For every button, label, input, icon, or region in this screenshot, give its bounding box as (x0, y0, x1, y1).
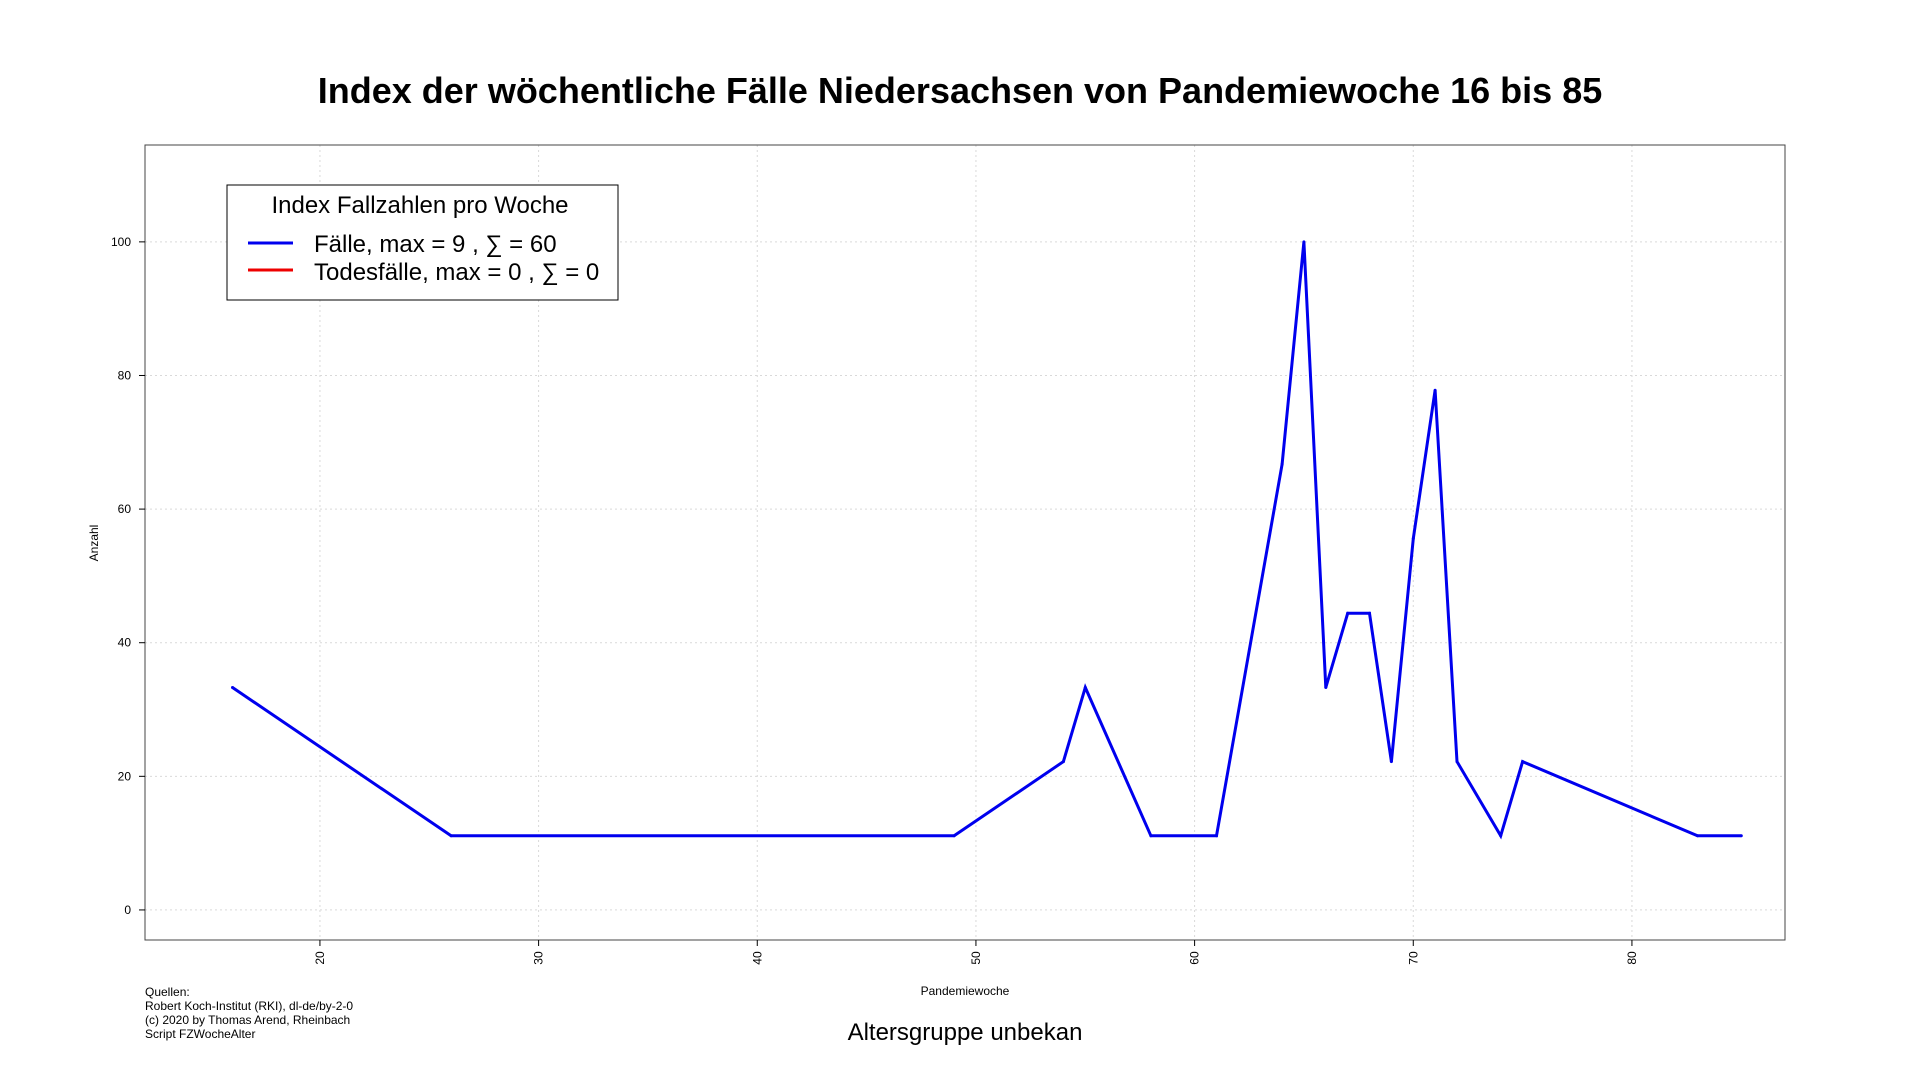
source-line-1: Quellen: (145, 985, 190, 999)
grid (145, 145, 1785, 940)
data-point (449, 834, 453, 838)
y-tick-label: 20 (118, 769, 132, 783)
y-tick-label: 60 (118, 502, 132, 516)
x-tick-label: 60 (1188, 951, 1202, 965)
x-tick-label: 20 (313, 951, 327, 965)
y-tick-label: 40 (118, 636, 132, 650)
data-point (1455, 760, 1459, 764)
data-point (1324, 686, 1328, 689)
data-point (1411, 537, 1415, 540)
data-point (1346, 611, 1350, 615)
data-point (231, 686, 234, 689)
data-point (1389, 760, 1393, 764)
x-axis-label: Pandemiewoche (921, 984, 1010, 998)
x-tick-label: 70 (1406, 951, 1420, 965)
legend-label-deaths: Todesfälle, max = 0 , ∑ = 0 (314, 259, 599, 286)
data-point (1368, 611, 1371, 615)
data-point (1061, 760, 1065, 764)
chart-subtitle: Altersgruppe unbekan (848, 1019, 1083, 1046)
data-point (1521, 760, 1525, 764)
y-axis: 0 20 40 60 80 100 (111, 235, 145, 917)
x-tick-label: 50 (969, 951, 983, 965)
series-layer (231, 240, 1743, 840)
legend: Index Fallzahlen pro Woche Fälle, max = … (226, 184, 619, 301)
x-tick-label: 30 (532, 951, 546, 965)
x-tick-label: 80 (1625, 951, 1639, 965)
data-point (1280, 462, 1284, 466)
y-axis-label: Anzahl (87, 525, 101, 562)
data-point (1215, 834, 1218, 838)
data-point (1083, 686, 1087, 689)
data-point (1696, 834, 1699, 838)
data-point (1149, 834, 1153, 838)
data-point (952, 834, 956, 838)
source-line-3: (c) 2020 by Thomas Arend, Rheinbach (145, 1013, 350, 1027)
legend-label-cases: Fälle, max = 9 , ∑ = 60 (314, 231, 557, 258)
data-point (1499, 834, 1503, 838)
legend-title: Index Fallzahlen pro Woche (271, 192, 568, 219)
x-tick-label: 40 (750, 951, 764, 965)
chart-title: Index der wöchentliche Fälle Niedersachs… (318, 70, 1602, 111)
data-point (1739, 834, 1743, 838)
x-axis: 20 30 40 50 60 70 80 (313, 940, 1639, 965)
series-line-0 (231, 241, 1742, 840)
data-point (1433, 388, 1437, 392)
source-line-2: Robert Koch-Institut (RKI), dl-de/by-2-0 (145, 999, 353, 1013)
source-line-4: Script FZWocheAlter (145, 1027, 255, 1041)
y-tick-label: 80 (118, 368, 132, 382)
data-point (1302, 240, 1306, 244)
y-tick-label: 100 (111, 235, 131, 249)
source-notes: Quellen: Robert Koch-Institut (RKI), dl-… (145, 985, 353, 1041)
y-tick-label: 0 (124, 903, 131, 917)
plot-frame (144, 144, 1786, 941)
